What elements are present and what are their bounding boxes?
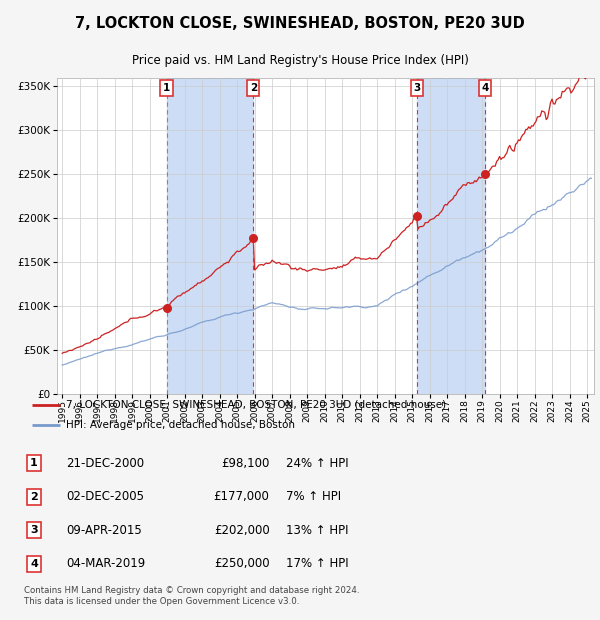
Text: 1: 1	[30, 458, 38, 468]
Text: £250,000: £250,000	[214, 557, 269, 570]
Text: 3: 3	[413, 83, 421, 93]
Text: Price paid vs. HM Land Registry's House Price Index (HPI): Price paid vs. HM Land Registry's House …	[131, 55, 469, 67]
Text: Contains HM Land Registry data © Crown copyright and database right 2024.
This d: Contains HM Land Registry data © Crown c…	[24, 587, 359, 606]
Text: 7, LOCKTON CLOSE, SWINESHEAD, BOSTON, PE20 3UD: 7, LOCKTON CLOSE, SWINESHEAD, BOSTON, PE…	[75, 16, 525, 30]
Text: 1: 1	[163, 83, 170, 93]
Text: 2: 2	[250, 83, 257, 93]
Text: 02-DEC-2005: 02-DEC-2005	[66, 490, 144, 503]
Text: 21-DEC-2000: 21-DEC-2000	[66, 456, 144, 469]
Text: 7, LOCKTON CLOSE, SWINESHEAD, BOSTON, PE20 3UD (detached house): 7, LOCKTON CLOSE, SWINESHEAD, BOSTON, PE…	[66, 400, 446, 410]
Text: 2: 2	[30, 492, 38, 502]
Text: 3: 3	[30, 525, 38, 535]
Text: £202,000: £202,000	[214, 524, 269, 537]
Text: HPI: Average price, detached house, Boston: HPI: Average price, detached house, Bost…	[66, 420, 295, 430]
Text: 13% ↑ HPI: 13% ↑ HPI	[286, 524, 349, 537]
Text: 4: 4	[481, 83, 489, 93]
Text: £177,000: £177,000	[214, 490, 269, 503]
Text: 24% ↑ HPI: 24% ↑ HPI	[286, 456, 349, 469]
Text: 09-APR-2015: 09-APR-2015	[66, 524, 142, 537]
Text: 04-MAR-2019: 04-MAR-2019	[66, 557, 145, 570]
Text: 7% ↑ HPI: 7% ↑ HPI	[286, 490, 341, 503]
Text: £98,100: £98,100	[221, 456, 269, 469]
Text: 4: 4	[30, 559, 38, 569]
Bar	[417, 78, 485, 394]
Bar	[167, 78, 253, 394]
Text: 17% ↑ HPI: 17% ↑ HPI	[286, 557, 349, 570]
